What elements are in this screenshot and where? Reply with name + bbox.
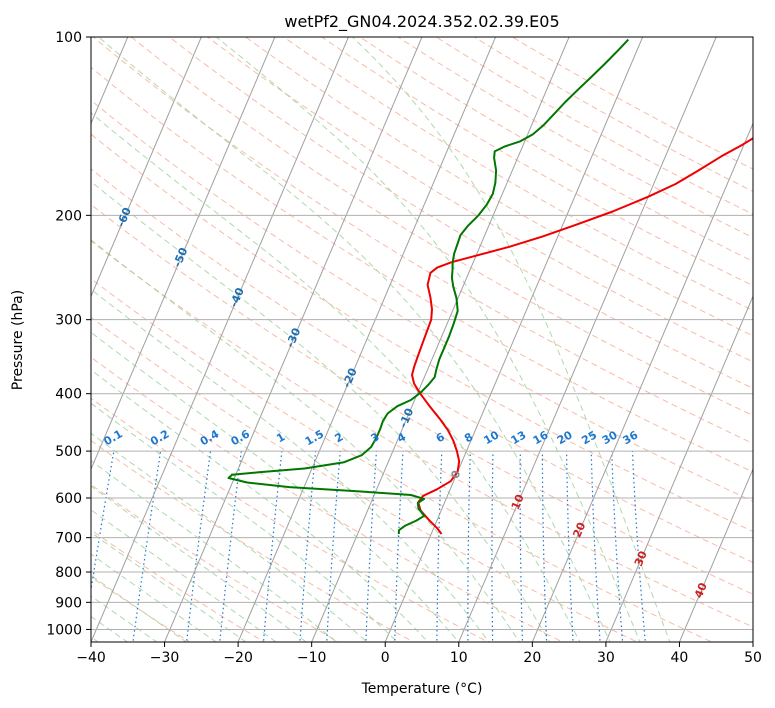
y-tick-label: 900 [55, 595, 82, 611]
x-tick-label: −20 [223, 650, 253, 666]
dry-adiabat-line [91, 240, 753, 628]
series-lines [227, 38, 753, 535]
isotherm-line [678, 467, 753, 642]
x-tick-label: −30 [150, 650, 180, 666]
isotherm-line [458, 37, 717, 642]
y-tick-label: 500 [55, 444, 82, 460]
pressure-gridlines [91, 37, 753, 630]
x-tick-label: −40 [76, 650, 106, 666]
isotherm-line [384, 37, 644, 642]
dry-adiabat-line [397, 37, 753, 239]
moist-adiabat-line [91, 574, 188, 642]
isotherm-line [91, 37, 202, 298]
isotherm-label: 30 [632, 549, 650, 568]
dry-adiabat-line [91, 529, 266, 642]
dry-adiabat-line [435, 37, 753, 215]
moist-adiabat-line [91, 239, 521, 642]
moist-adiabat-line [91, 531, 247, 642]
y-tick-label: 400 [55, 387, 82, 403]
isotherm-line [605, 295, 753, 642]
dry-adiabat-line [91, 168, 753, 563]
moist-adiabat-line [216, 37, 641, 642]
dry-adiabat-line [511, 37, 753, 170]
y-tick-label: 700 [55, 531, 82, 547]
isotherm-label: 40 [692, 581, 710, 600]
moist-adiabat-line [91, 553, 217, 642]
dry-adiabat-line [130, 37, 753, 417]
moist-adiabat-line [91, 509, 277, 642]
x-tick-label: 30 [597, 650, 615, 666]
dry-adiabat-line [91, 99, 753, 502]
y-tick-label: 200 [55, 208, 82, 224]
dry-adiabat-line [91, 483, 340, 642]
y-tick-label: 300 [55, 313, 82, 329]
isotherms [91, 37, 753, 642]
plot-area: -100-90-80-70-60-50-40-30-20-10010203040… [91, 37, 753, 642]
isotherm-line [311, 37, 570, 642]
isotherm-label: 10 [509, 492, 527, 511]
dry-adiabat-line [320, 37, 753, 287]
moist-adiabat-line [91, 460, 338, 642]
x-axis-title: Temperature (°C) [361, 681, 483, 697]
dry-adiabat-line [91, 66, 753, 473]
dry-adiabat-line [91, 278, 714, 642]
moist-adiabat-line [352, 37, 671, 642]
moist-adiabat-line [91, 369, 429, 642]
y-tick-label: 1000 [46, 622, 82, 638]
y-tick-label: 800 [55, 565, 82, 581]
x-tick-label: 10 [450, 650, 468, 666]
moist-adiabat-line [91, 288, 490, 642]
temperature-profile-line [411, 137, 753, 535]
plot-frame [90, 36, 754, 643]
x-tick-label: 0 [381, 650, 390, 666]
dry-adiabat-line [91, 356, 564, 642]
dry-adiabats [91, 37, 753, 642]
isotherm-line [531, 122, 753, 642]
isotherm-line [164, 37, 423, 642]
moist-adiabat-line [91, 595, 158, 642]
dry-adiabat-line [206, 37, 753, 363]
x-tick-label: −10 [297, 650, 327, 666]
dry-adiabat-line [91, 203, 753, 595]
isotherm-line [237, 37, 497, 642]
x-tick-label: 40 [671, 650, 689, 666]
isotherm-label: 20 [570, 520, 588, 539]
isotherm-line [91, 37, 276, 471]
y-axis-title: Pressure (hPa) [10, 290, 26, 390]
moist-adiabat-line [91, 181, 551, 642]
y-axis: 100 200 300 400 500 600 700 800 900 1000 [46, 30, 91, 638]
moist-adiabat-line [91, 615, 129, 642]
x-tick-label: 20 [523, 650, 541, 666]
moist-adiabat-line [91, 331, 460, 642]
moist-adiabat-line [91, 485, 307, 642]
dry-adiabat-line [359, 37, 753, 262]
dry-adiabat-line [91, 133, 753, 533]
dry-adiabat-line [473, 37, 753, 193]
y-tick-label: 100 [55, 30, 82, 46]
chart-title: wetPf2_GN04.2024.352.02.39.E05 [284, 12, 559, 32]
isotherm-line [91, 37, 349, 642]
y-tick-label: 600 [55, 491, 82, 507]
dewpoint-profile-line [227, 38, 630, 535]
dry-adiabat-line [168, 37, 753, 389]
dry-adiabat-line [91, 316, 639, 642]
x-axis: −40 −30 −20 −10 0 10 20 30 40 50 [76, 642, 762, 666]
dry-adiabat-line [92, 37, 753, 445]
moist-adiabat-line [91, 432, 368, 642]
x-tick-label: 50 [744, 650, 762, 666]
